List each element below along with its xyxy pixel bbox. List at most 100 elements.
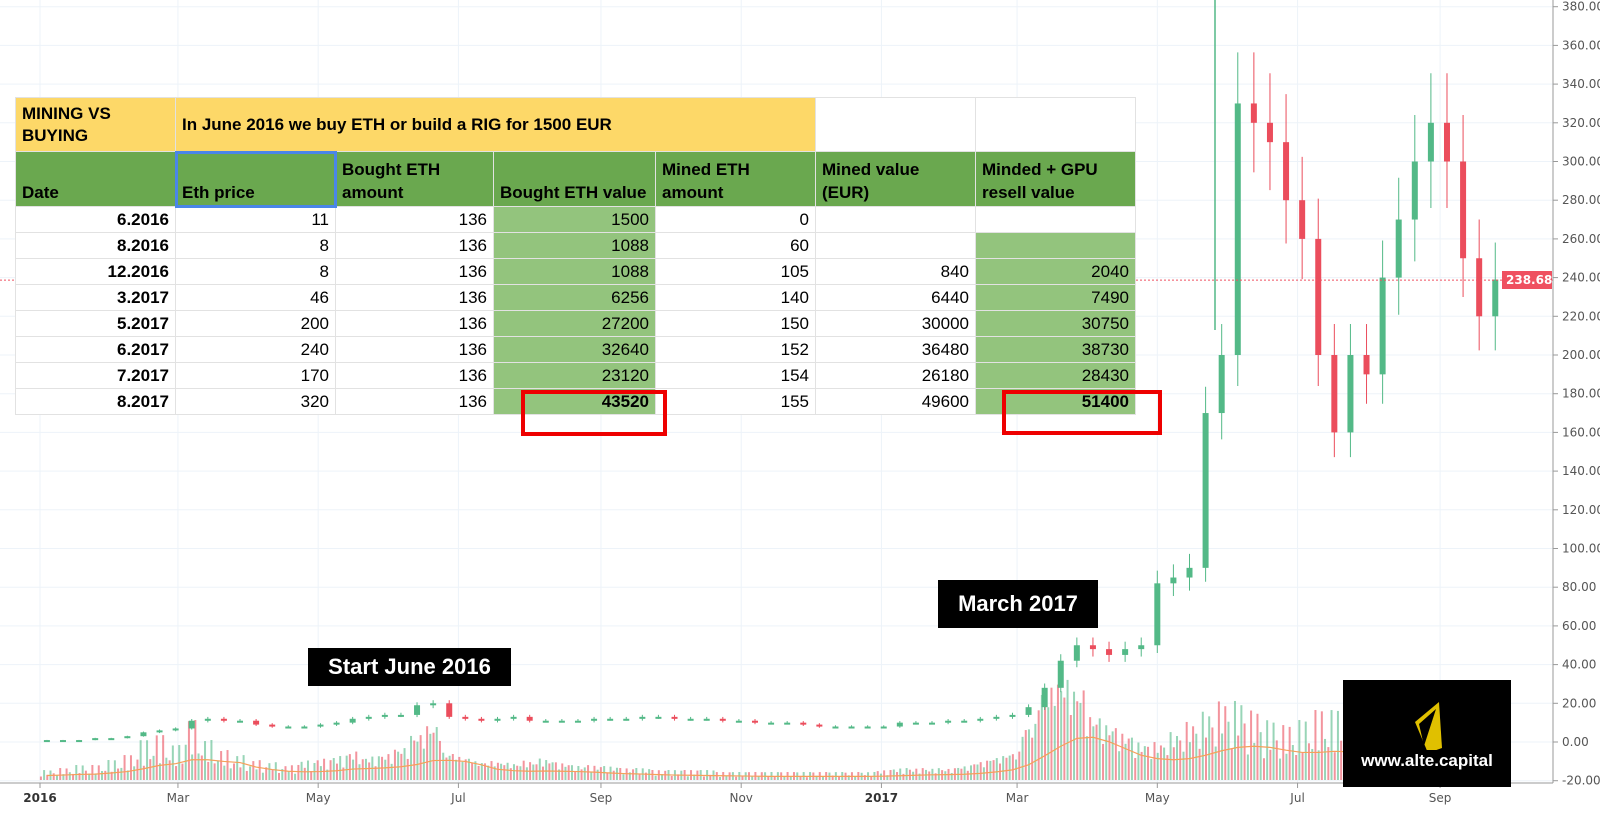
- column-header[interactable]: Date: [15, 151, 176, 207]
- table-cell[interactable]: 136: [335, 310, 494, 337]
- volume-bar: [1143, 746, 1146, 780]
- table-cell[interactable]: 155: [655, 388, 816, 415]
- table-cell[interactable]: 1088: [493, 232, 656, 259]
- table-cell[interactable]: 136: [335, 336, 494, 363]
- volume-bar: [567, 765, 570, 780]
- table-cell[interactable]: 7.2017: [15, 362, 176, 389]
- table-cell[interactable]: 150: [655, 310, 816, 337]
- table-cell[interactable]: 6.2017: [15, 336, 176, 363]
- column-header[interactable]: Mined value (EUR): [815, 151, 976, 207]
- column-header[interactable]: Bought ETH amount: [335, 151, 494, 207]
- volume-bar: [204, 741, 207, 780]
- table-cell[interactable]: 1088: [493, 258, 656, 285]
- table-cell[interactable]: 8.2016: [15, 232, 176, 259]
- volume-bars: [39, 679, 1504, 780]
- volume-bar: [1108, 735, 1111, 780]
- table-cell[interactable]: 0: [655, 206, 816, 233]
- volume-bar: [1089, 717, 1092, 780]
- candle-body: [1057, 660, 1064, 688]
- x-axis[interactable]: 2016 Mar May Jul Sep Nov 2017 Mar May Jul Sep: [23, 783, 1451, 805]
- table-cell[interactable]: [975, 232, 1136, 259]
- table-cell[interactable]: 840: [815, 258, 976, 285]
- volume-bar: [113, 760, 116, 780]
- table-cell[interactable]: 136: [335, 206, 494, 233]
- table-cell[interactable]: 32640: [493, 336, 656, 363]
- y-tick-label: 380.00: [1562, 0, 1600, 14]
- volume-bar: [1050, 687, 1053, 780]
- column-header[interactable]: Bought ETH value: [493, 151, 656, 207]
- table-cell[interactable]: 136: [335, 284, 494, 311]
- table-cell[interactable]: [815, 232, 976, 259]
- table-cell[interactable]: 170: [175, 362, 336, 389]
- table-cell[interactable]: 46: [175, 284, 336, 311]
- table-cell[interactable]: 27200: [493, 310, 656, 337]
- table-cell[interactable]: 3.2017: [15, 284, 176, 311]
- table-cell[interactable]: 140: [655, 284, 816, 311]
- volume-bar: [236, 756, 239, 780]
- table-cell[interactable]: 136: [335, 362, 494, 389]
- empty-cell[interactable]: [975, 97, 1136, 152]
- y-axis[interactable]: -20.00 0.00 20.00 40.00 60.00 80.00 100.00 120.…: [1553, 0, 1600, 788]
- table-cell[interactable]: 7490: [975, 284, 1136, 311]
- table-cell[interactable]: 30750: [975, 310, 1136, 337]
- volume-bar: [419, 735, 422, 780]
- volume-bar: [950, 772, 953, 780]
- table-cell[interactable]: 1500: [493, 206, 656, 233]
- table-cell[interactable]: 2040: [975, 258, 1136, 285]
- volume-bar: [464, 759, 467, 780]
- table-cell[interactable]: 240: [175, 336, 336, 363]
- column-header[interactable]: Mined ETH amount: [655, 151, 816, 207]
- candle-body: [703, 718, 710, 721]
- volume-bar: [326, 769, 329, 780]
- volume-bar: [1118, 751, 1121, 780]
- volume-bar: [969, 765, 972, 780]
- y-tick-label: -20.00: [1562, 774, 1600, 788]
- table-cell[interactable]: 136: [335, 258, 494, 285]
- volume-bar: [735, 776, 738, 780]
- volume-bar: [287, 771, 290, 780]
- table-cell[interactable]: 320: [175, 388, 336, 415]
- table-cell[interactable]: [975, 206, 1136, 233]
- column-header[interactable]: Eth price: [174, 150, 337, 208]
- table-cell[interactable]: 49600: [815, 388, 976, 415]
- table-cell[interactable]: 136: [335, 388, 494, 415]
- table-cell[interactable]: 26180: [815, 362, 976, 389]
- candle-body: [1170, 577, 1177, 584]
- table-cell[interactable]: [815, 206, 976, 233]
- volume-bar: [522, 760, 525, 780]
- table-cell[interactable]: 136: [335, 232, 494, 259]
- volume-bar: [242, 755, 245, 780]
- table-cell[interactable]: 60: [655, 232, 816, 259]
- volume-bar: [693, 774, 696, 780]
- table-cell[interactable]: 6256: [493, 284, 656, 311]
- x-tick-label: Sep: [590, 791, 613, 805]
- table-row: 6.2017 240 136 32640 152 36480 38730: [15, 336, 1136, 363]
- table-cell[interactable]: 23120: [493, 362, 656, 389]
- table-cell[interactable]: 12.2016: [15, 258, 176, 285]
- column-header[interactable]: Minded + GPU resell value: [975, 151, 1136, 207]
- table-cell[interactable]: 30000: [815, 310, 976, 337]
- table-cell[interactable]: 28430: [975, 362, 1136, 389]
- table-cell[interactable]: 8.2017: [15, 388, 176, 415]
- table-cell[interactable]: 105: [655, 258, 816, 285]
- candle-body: [961, 720, 968, 723]
- table-cell[interactable]: 8: [175, 258, 336, 285]
- table-cell[interactable]: 5.2017: [15, 310, 176, 337]
- table-cell[interactable]: 154: [655, 362, 816, 389]
- table-cell[interactable]: 11: [175, 206, 336, 233]
- table-subtitle[interactable]: In June 2016 we buy ETH or build a RIG f…: [175, 97, 816, 152]
- table-title[interactable]: MINING VS BUYING: [15, 97, 176, 152]
- table-cell[interactable]: 8: [175, 232, 336, 259]
- y-tick-label: 0.00: [1562, 735, 1589, 749]
- empty-cell[interactable]: [815, 97, 976, 152]
- table-cell[interactable]: 36480: [815, 336, 976, 363]
- table-cell[interactable]: 200: [175, 310, 336, 337]
- volume-bar: [1008, 755, 1011, 780]
- candle-body: [76, 740, 83, 743]
- table-cell[interactable]: 6440: [815, 284, 976, 311]
- volume-bar: [1275, 740, 1278, 780]
- table-cell[interactable]: 38730: [975, 336, 1136, 363]
- candle-body: [1122, 649, 1129, 655]
- table-cell[interactable]: 152: [655, 336, 816, 363]
- table-cell[interactable]: 6.2016: [15, 206, 176, 233]
